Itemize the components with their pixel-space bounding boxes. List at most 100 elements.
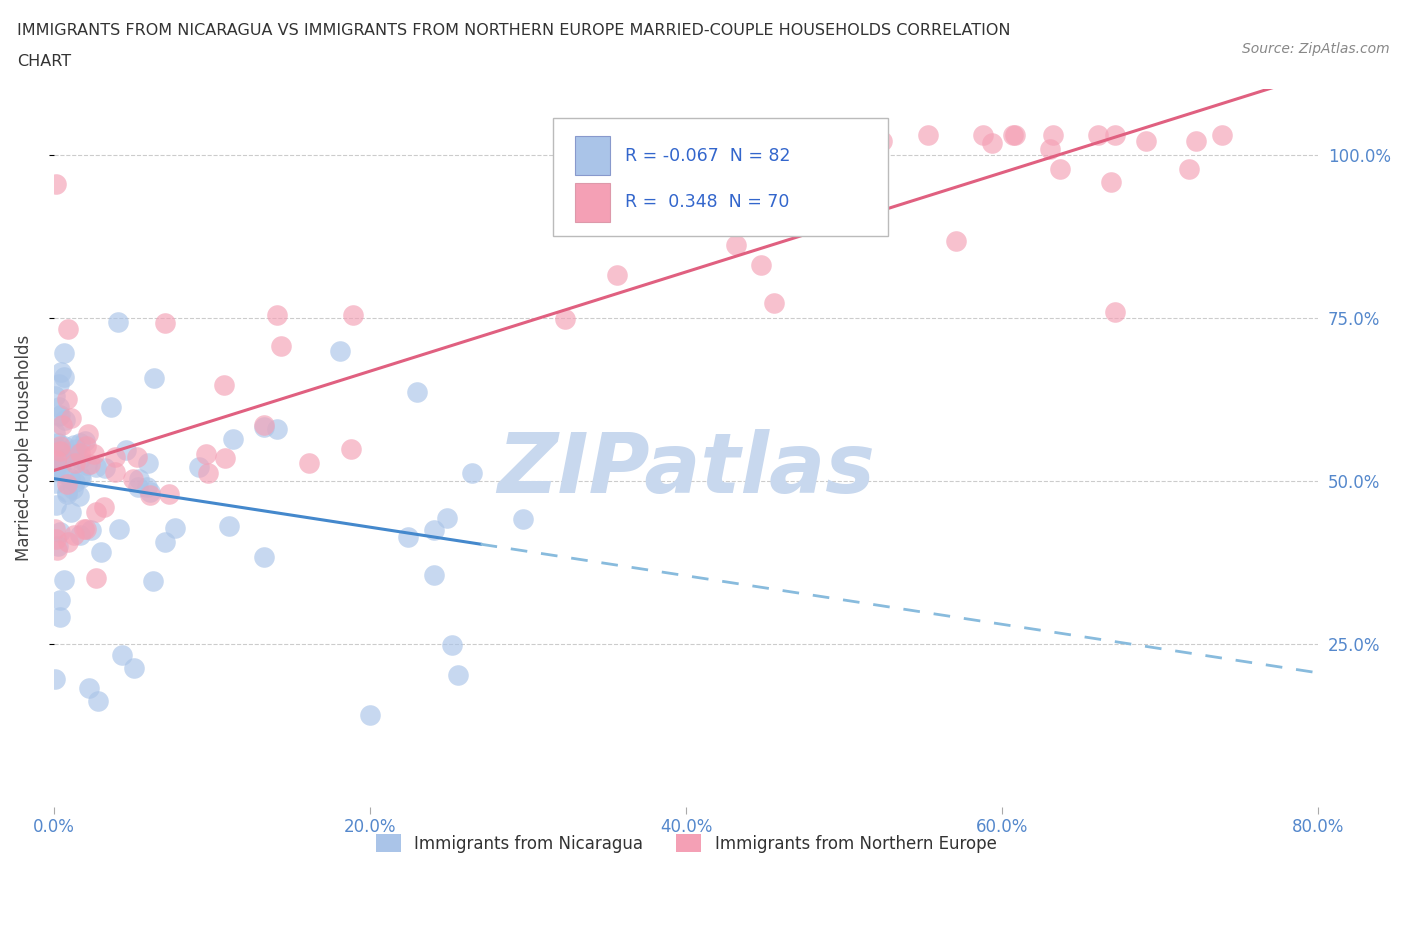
Point xyxy=(86,693,108,708)
Point xyxy=(48,408,70,423)
Point xyxy=(45,532,67,547)
Point xyxy=(69,471,91,485)
Point xyxy=(84,459,107,474)
Point xyxy=(63,446,86,461)
Point xyxy=(73,433,96,448)
Point xyxy=(44,476,66,491)
Point xyxy=(122,660,145,675)
Point xyxy=(423,523,446,538)
Legend: Immigrants from Nicaragua, Immigrants from Northern Europe: Immigrants from Nicaragua, Immigrants fr… xyxy=(368,828,1002,859)
Point xyxy=(436,511,458,525)
Point xyxy=(340,442,363,457)
Point xyxy=(981,136,1004,151)
Point xyxy=(63,474,86,489)
Point xyxy=(56,476,79,491)
Point xyxy=(512,512,534,526)
Point xyxy=(104,450,127,465)
Point xyxy=(221,432,243,446)
Point xyxy=(48,460,70,475)
Point xyxy=(69,469,91,484)
Text: R = -0.067  N = 82: R = -0.067 N = 82 xyxy=(626,147,790,165)
Point xyxy=(1087,127,1109,142)
Point xyxy=(749,257,772,272)
Point xyxy=(1211,127,1233,142)
Point xyxy=(84,571,107,586)
Point xyxy=(121,472,143,486)
Point xyxy=(762,296,785,311)
Point xyxy=(606,267,628,282)
Point xyxy=(93,460,115,475)
Point xyxy=(1185,133,1208,148)
Point xyxy=(56,485,79,499)
Point xyxy=(76,427,98,442)
Point xyxy=(52,573,75,588)
FancyBboxPatch shape xyxy=(554,118,889,236)
Point xyxy=(44,671,66,686)
Point xyxy=(917,127,939,142)
Point xyxy=(53,412,76,427)
Point xyxy=(69,436,91,451)
Point xyxy=(614,152,637,166)
Point xyxy=(53,439,76,454)
Point xyxy=(125,449,148,464)
Bar xyxy=(575,136,610,176)
Point xyxy=(76,458,98,472)
Point xyxy=(1177,161,1199,176)
Point xyxy=(107,314,129,329)
Point xyxy=(56,392,79,406)
Point xyxy=(111,647,134,662)
Point xyxy=(73,522,96,537)
Point xyxy=(266,308,288,323)
Point xyxy=(75,522,97,537)
Point xyxy=(65,455,87,470)
Point xyxy=(1049,161,1071,176)
Point xyxy=(75,438,97,453)
Point xyxy=(49,365,72,379)
Point xyxy=(870,134,893,149)
Point xyxy=(194,446,217,461)
Point xyxy=(446,668,468,683)
Point xyxy=(44,460,66,475)
Point xyxy=(266,421,288,436)
Point xyxy=(63,438,86,453)
Point xyxy=(697,217,720,232)
Point xyxy=(136,455,159,470)
Text: R =  0.348  N = 70: R = 0.348 N = 70 xyxy=(626,193,790,211)
Point xyxy=(79,457,101,472)
Point xyxy=(724,238,747,253)
Point xyxy=(298,456,321,471)
Point xyxy=(46,539,69,554)
Point xyxy=(253,418,276,432)
Point xyxy=(49,592,72,607)
Point xyxy=(765,195,787,210)
Point xyxy=(253,419,276,434)
Point xyxy=(60,504,83,519)
Point xyxy=(60,410,83,425)
Point xyxy=(153,534,176,549)
Point xyxy=(197,465,219,480)
Point xyxy=(253,550,276,565)
Point xyxy=(46,435,69,450)
Point xyxy=(218,519,240,534)
Point xyxy=(405,385,427,400)
Point xyxy=(214,451,236,466)
Text: Source: ZipAtlas.com: Source: ZipAtlas.com xyxy=(1241,42,1389,56)
Point xyxy=(1039,141,1062,156)
Point xyxy=(49,438,72,453)
Point xyxy=(59,451,82,466)
Point xyxy=(51,466,73,481)
Point xyxy=(53,346,76,361)
Text: CHART: CHART xyxy=(17,54,70,69)
Point xyxy=(69,452,91,467)
Point xyxy=(115,442,138,457)
Point xyxy=(45,458,67,472)
Point xyxy=(104,464,127,479)
Point xyxy=(100,400,122,415)
Point xyxy=(77,680,100,695)
Point xyxy=(45,176,67,191)
Point xyxy=(359,708,381,723)
Point xyxy=(1099,175,1122,190)
Point xyxy=(45,498,67,512)
Point xyxy=(142,574,165,589)
Point xyxy=(108,522,131,537)
